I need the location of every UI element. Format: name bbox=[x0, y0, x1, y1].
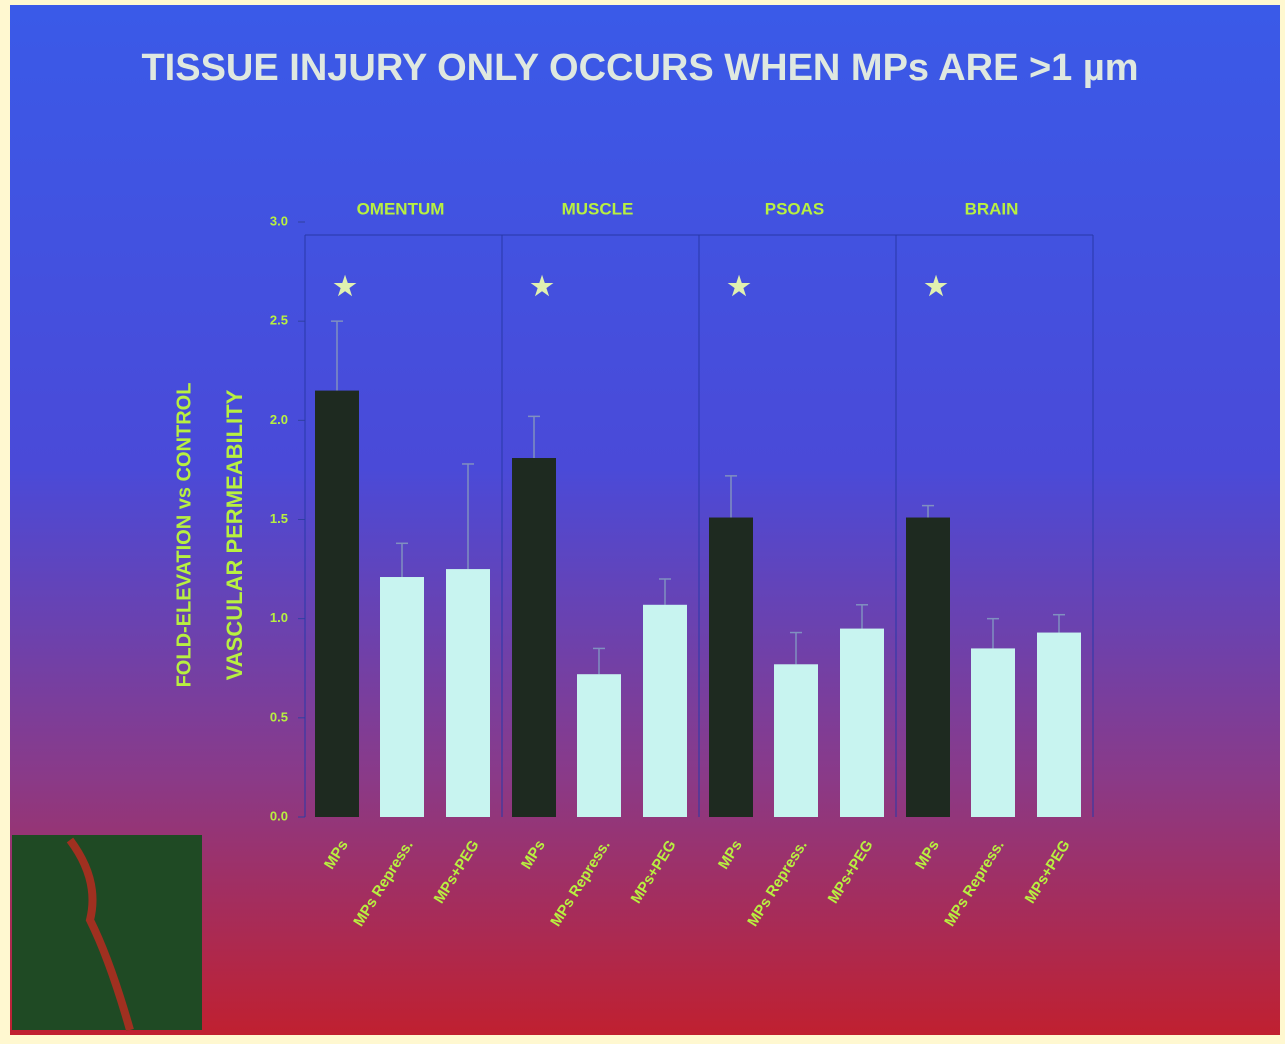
bar bbox=[643, 604, 687, 817]
bar bbox=[709, 517, 753, 817]
y-axis-label: VASCULAR PERMEABILITY bbox=[222, 389, 247, 680]
significance-star: ★ bbox=[333, 271, 357, 301]
group-label: MUSCLE bbox=[562, 199, 634, 218]
slide-background bbox=[10, 5, 1280, 1035]
bar bbox=[577, 674, 621, 817]
inset-image bbox=[12, 835, 202, 1032]
group-label: OMENTUM bbox=[357, 199, 445, 218]
significance-star: ★ bbox=[530, 271, 554, 301]
bar bbox=[774, 664, 818, 817]
group-label: BRAIN bbox=[965, 199, 1019, 218]
y-tick-label: 1.0 bbox=[270, 610, 288, 625]
bar bbox=[512, 458, 556, 817]
group-label: PSOAS bbox=[765, 199, 825, 218]
bar bbox=[380, 577, 424, 817]
y-tick-label: 0.0 bbox=[270, 808, 288, 823]
y-tick-label: 0.5 bbox=[270, 709, 288, 724]
y-tick-label: 2.5 bbox=[270, 313, 288, 328]
y-tick-label: 1.5 bbox=[270, 511, 288, 526]
y-tick-label: 3.0 bbox=[270, 213, 288, 228]
y-tick-label: 2.0 bbox=[270, 412, 288, 427]
bar bbox=[1037, 632, 1081, 817]
bar bbox=[315, 390, 359, 817]
significance-star: ★ bbox=[924, 271, 948, 301]
bar bbox=[906, 517, 950, 817]
y-axis-label: FOLD-ELEVATION vs CONTROL bbox=[173, 383, 195, 688]
chart-title: TISSUE INJURY ONLY OCCURS WHEN MPs ARE >… bbox=[141, 47, 1138, 89]
bar bbox=[840, 628, 884, 817]
bar bbox=[446, 569, 490, 817]
bar bbox=[971, 648, 1015, 817]
significance-star: ★ bbox=[727, 271, 751, 301]
